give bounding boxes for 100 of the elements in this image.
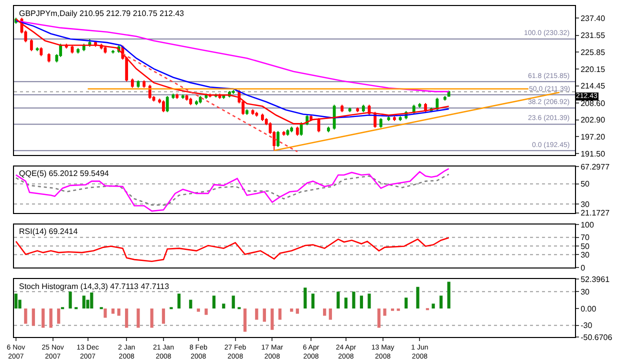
candlestick: [286, 128, 290, 136]
candlestick: [76, 48, 80, 54]
y-tick-label: 0: [580, 263, 586, 272]
bar: [104, 308, 107, 318]
y-tick-label: 30: [580, 250, 590, 260]
y-tick-label: 50: [580, 180, 590, 189]
bar: [243, 308, 247, 332]
bar: [323, 308, 326, 316]
candlestick: [166, 95, 169, 113]
candlestick: [436, 97, 439, 111]
line-series: [15, 168, 450, 212]
candlestick: [181, 94, 184, 100]
candlestick: [251, 108, 254, 116]
candlestick: [290, 126, 294, 133]
candlestick: [189, 97, 192, 106]
bar: [383, 308, 386, 316]
bar: [344, 298, 348, 309]
y-tick-label: 70: [580, 233, 590, 242]
bar: [42, 308, 45, 328]
bar: [189, 300, 192, 309]
bar: [432, 304, 435, 309]
y-tick-label: 30: [580, 200, 590, 209]
line-series: [15, 237, 450, 262]
candlestick: [255, 111, 258, 118]
bar: [111, 308, 115, 314]
y-tick-label: -50.6706: [580, 332, 613, 342]
candlestick: [340, 104, 344, 113]
bar: [262, 308, 266, 322]
y-tick-label: 52.3961: [580, 274, 610, 284]
candlestick: [232, 90, 235, 94]
bar: [278, 308, 282, 320]
y-tick-label: 202.90: [580, 116, 606, 125]
y-tick-label: 67.2977: [580, 162, 610, 172]
candlestick: [300, 122, 303, 136]
bar: [290, 308, 294, 312]
candlestick: [112, 49, 114, 54]
bar: [196, 308, 200, 312]
bar: [177, 294, 181, 309]
chart-title: GBPJPYm,Daily 210.95 212.79 210.75 212.43: [19, 9, 185, 18]
bar: [162, 308, 166, 324]
y-tick-label: 225.85: [580, 48, 606, 57]
candlestick: [276, 130, 280, 148]
y-tick-label: 0.00: [580, 304, 597, 314]
candlestick: [362, 104, 365, 113]
candlestick: [222, 94, 226, 100]
bar: [117, 308, 120, 316]
bar: [360, 296, 364, 309]
y-tick-label: -30: [580, 321, 593, 330]
candlestick: [332, 104, 336, 130]
bar: [336, 292, 340, 309]
y-tick-label: 197.20: [580, 132, 606, 142]
candlestick: [195, 100, 198, 106]
y-tick-label: 220.15: [580, 64, 606, 74]
y-tick-label: 237.40: [580, 14, 606, 23]
bar: [328, 308, 332, 320]
bar: [204, 308, 208, 315]
candlestick: [418, 102, 422, 108]
candlestick: [387, 116, 390, 122]
bar: [212, 296, 216, 309]
chart-title: QQE(5) 65.2012 59.5494: [19, 169, 110, 178]
bar: [377, 308, 380, 328]
y-tick-label: 21.1727: [580, 208, 610, 218]
bar: [368, 294, 371, 309]
candlestick: [130, 78, 134, 88]
candlestick: [348, 106, 352, 113]
bar: [311, 294, 314, 309]
candlestick: [176, 93, 179, 100]
y-tick-label: 231.55: [580, 31, 606, 40]
bar: [404, 298, 408, 309]
candlestick: [282, 130, 286, 136]
candlestick: [393, 116, 396, 122]
candlestick: [30, 38, 33, 52]
bar: [222, 304, 226, 309]
bar: [68, 292, 72, 309]
candlestick: [142, 80, 146, 88]
bar: [57, 308, 60, 324]
candlestick: [443, 95, 446, 102]
bar: [90, 292, 94, 309]
candlestick: [245, 108, 248, 116]
bar: [447, 282, 450, 309]
bar: [440, 296, 443, 309]
y-tick-label: 214.45: [580, 82, 606, 91]
candlestick: [261, 113, 264, 122]
chart-title: RSI(14) 69.2414: [19, 227, 78, 236]
bar: [32, 308, 35, 326]
bar: [49, 308, 52, 328]
bar: [270, 308, 274, 330]
bar: [255, 308, 258, 320]
chart-title: Stoch Histogram (14,3,3) 47.7113 47.7113: [19, 282, 170, 291]
bar: [24, 308, 28, 324]
bar: [352, 292, 356, 309]
y-tick-label: 208.60: [580, 98, 606, 108]
y-tick-label: 30: [580, 287, 590, 296]
y-tick-label: 50: [580, 242, 590, 251]
bar: [296, 308, 299, 314]
bar: [82, 296, 86, 309]
candlestick: [379, 118, 382, 128]
bar: [14, 294, 18, 309]
candlestick: [296, 126, 299, 136]
candlestick: [398, 116, 402, 122]
